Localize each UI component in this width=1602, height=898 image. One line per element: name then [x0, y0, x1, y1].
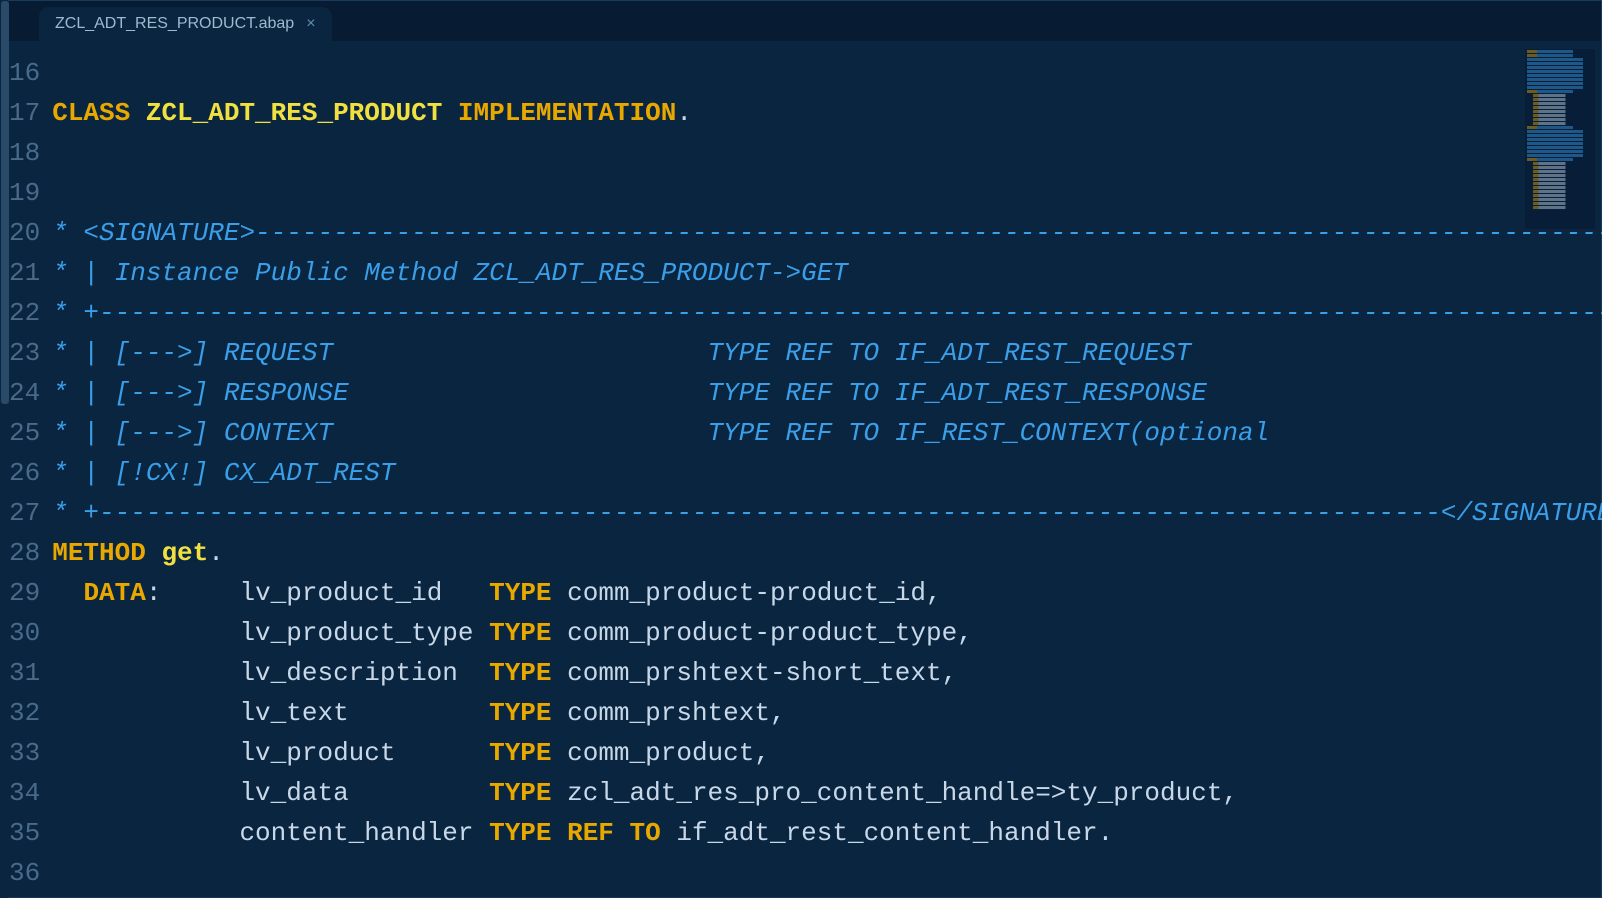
line-number: 20	[9, 213, 40, 253]
token-comment: * | [--->] CONTEXT TYPE REF TO IF_REST_C…	[52, 418, 1269, 448]
token-ident	[52, 578, 83, 608]
minimap[interactable]	[1525, 49, 1595, 229]
token-kw-type: TYPE	[489, 578, 551, 608]
token-punct: .	[208, 538, 224, 568]
token-comment: * +-------------------------------------…	[52, 498, 1602, 528]
token-punct: .	[676, 98, 692, 128]
code-line[interactable]: * | [--->] CONTEXT TYPE REF TO IF_REST_C…	[52, 413, 1602, 453]
line-number: 24	[9, 373, 40, 413]
editor-frame: ZCL_ADT_RES_PRODUCT.abap × 1617181920212…	[8, 0, 1602, 898]
editor-body: 1617181920212223242526272829303132333435…	[9, 41, 1601, 897]
token-cls-name: ZCL_ADT_RES_PRODUCT	[146, 98, 458, 128]
line-number: 36	[9, 853, 40, 893]
file-tab[interactable]: ZCL_ADT_RES_PRODUCT.abap ×	[39, 7, 332, 41]
tab-bar: ZCL_ADT_RES_PRODUCT.abap ×	[9, 1, 1601, 41]
code-line[interactable]: * | Instance Public Method ZCL_ADT_RES_P…	[52, 253, 1602, 293]
code-line[interactable]: lv_product TYPE comm_product,	[52, 733, 1602, 773]
token-ident: lv_description	[52, 658, 489, 688]
token-kw-type: TYPE	[489, 698, 551, 728]
code-line[interactable]: content_handler TYPE REF TO if_adt_rest_…	[52, 813, 1602, 853]
code-line[interactable]: * +-------------------------------------…	[52, 293, 1602, 333]
token-ident: lv_product_type	[52, 618, 489, 648]
token-comment: * <SIGNATURE>---------------------------…	[52, 218, 1602, 248]
line-number: 16	[9, 53, 40, 93]
vertical-scrollbar-track[interactable]	[1, 1, 9, 897]
code-line[interactable]: lv_data TYPE zcl_adt_res_pro_content_han…	[52, 773, 1602, 813]
token-ident: comm_product-product_id,	[552, 578, 942, 608]
token-kw-data: DATA	[83, 578, 145, 608]
code-line[interactable]: lv_text TYPE comm_prshtext,	[52, 693, 1602, 733]
token-method-name: get	[161, 538, 208, 568]
line-number: 19	[9, 173, 40, 213]
line-number: 33	[9, 733, 40, 773]
token-comment: * +-------------------------------------…	[52, 298, 1602, 328]
line-number: 18	[9, 133, 40, 173]
code-line[interactable]: lv_description TYPE comm_prshtext-short_…	[52, 653, 1602, 693]
close-icon[interactable]: ×	[306, 15, 315, 33]
line-number: 21	[9, 253, 40, 293]
token-comment: * | [!CX!] CX_ADT_REST	[52, 458, 395, 488]
token-kw-impl: IMPLEMENTATION	[458, 98, 676, 128]
token-comment: * | [--->] REQUEST TYPE REF TO IF_ADT_RE…	[52, 338, 1191, 368]
tab-filename: ZCL_ADT_RES_PRODUCT.abap	[55, 15, 294, 33]
token-kw-type: TYPE	[489, 658, 551, 688]
token-ident: comm_product-product_type,	[552, 618, 973, 648]
code-line[interactable]: * | [--->] REQUEST TYPE REF TO IF_ADT_RE…	[52, 333, 1602, 373]
code-line[interactable]: CLASS ZCL_ADT_RES_PRODUCT IMPLEMENTATION…	[52, 93, 1602, 133]
line-number: 35	[9, 813, 40, 853]
token-ident: comm_product,	[552, 738, 770, 768]
code-line[interactable]	[52, 53, 1602, 93]
token-ident: : lv_product_id	[146, 578, 489, 608]
token-kw-refto: TYPE REF TO	[489, 818, 661, 848]
line-number: 25	[9, 413, 40, 453]
token-comment: * | Instance Public Method ZCL_ADT_RES_P…	[52, 258, 848, 288]
token-kw-method: METHOD	[52, 538, 161, 568]
token-ident: comm_prshtext,	[552, 698, 786, 728]
code-line[interactable]	[52, 173, 1602, 213]
code-line[interactable]: lv_product_type TYPE comm_product-produc…	[52, 613, 1602, 653]
token-ident: lv_data	[52, 778, 489, 808]
code-line[interactable]: * | [!CX!] CX_ADT_REST	[52, 453, 1602, 493]
token-kw-type: TYPE	[489, 738, 551, 768]
line-number: 17	[9, 93, 40, 133]
code-line[interactable]	[52, 133, 1602, 173]
token-ident: content_handler	[52, 818, 489, 848]
line-number: 34	[9, 773, 40, 813]
code-line[interactable]: * +-------------------------------------…	[52, 493, 1602, 533]
line-number: 31	[9, 653, 40, 693]
code-line[interactable]	[52, 853, 1602, 893]
line-number: 27	[9, 493, 40, 533]
code-area[interactable]: CLASS ZCL_ADT_RES_PRODUCT IMPLEMENTATION…	[52, 41, 1602, 897]
token-comment: * | [--->] RESPONSE TYPE REF TO IF_ADT_R…	[52, 378, 1207, 408]
line-number: 23	[9, 333, 40, 373]
vertical-scrollbar-thumb[interactable]	[1, 1, 9, 404]
code-line[interactable]: * <SIGNATURE>---------------------------…	[52, 213, 1602, 253]
code-line[interactable]: METHOD get.	[52, 533, 1602, 573]
line-number: 32	[9, 693, 40, 733]
code-line[interactable]: DATA: lv_product_id TYPE comm_product-pr…	[52, 573, 1602, 613]
token-ident: comm_prshtext-short_text,	[552, 658, 958, 688]
token-ident: lv_product	[52, 738, 489, 768]
line-number-gutter: 1617181920212223242526272829303132333435…	[9, 41, 52, 897]
token-kw-class: CLASS	[52, 98, 146, 128]
line-number: 28	[9, 533, 40, 573]
line-number: 26	[9, 453, 40, 493]
line-number: 30	[9, 613, 40, 653]
line-number: 29	[9, 573, 40, 613]
line-number: 22	[9, 293, 40, 333]
token-kw-type: TYPE	[489, 618, 551, 648]
code-line[interactable]: * | [--->] RESPONSE TYPE REF TO IF_ADT_R…	[52, 373, 1602, 413]
token-kw-type: TYPE	[489, 778, 551, 808]
token-ident: if_adt_rest_content_handler.	[661, 818, 1113, 848]
token-ident: lv_text	[52, 698, 489, 728]
token-ident: zcl_adt_res_pro_content_handle=>ty_produ…	[552, 778, 1239, 808]
